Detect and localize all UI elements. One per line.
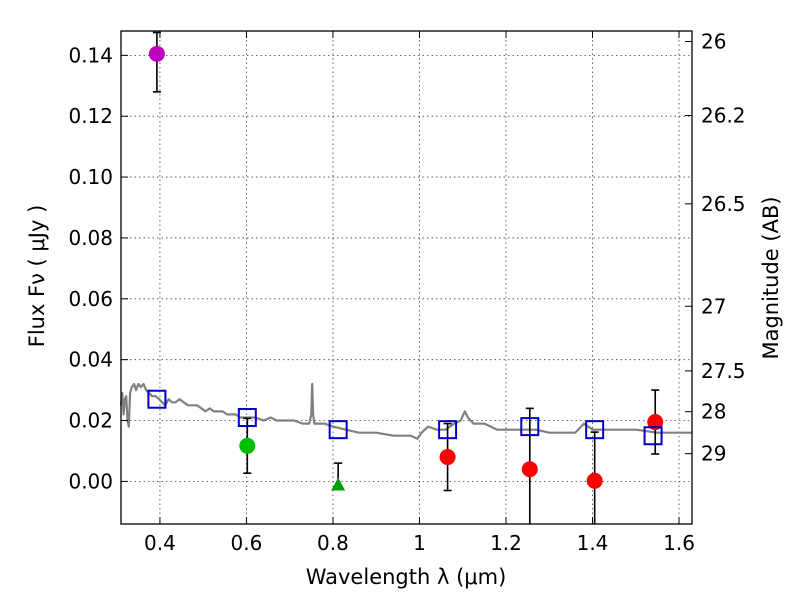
y-tick-label: 0.06 bbox=[68, 287, 113, 311]
errorbar-layer bbox=[152, 31, 660, 524]
observed-flux-marker bbox=[521, 461, 538, 478]
y-axis-label: Flux Fν ( μJy ) bbox=[25, 205, 49, 348]
model-sed-line bbox=[119, 382, 692, 440]
model-photometry-square bbox=[520, 417, 540, 437]
axis-layer: 0.4 0.6 0.8 1 1.2 1.4 1.6 0.00 0.02 0.04 0.06 0.08 0… bbox=[68, 29, 745, 555]
x-tick-label: 1.2 bbox=[490, 531, 522, 555]
y-tick-label: 0.04 bbox=[68, 348, 113, 372]
observed-flux-marker bbox=[439, 449, 456, 466]
observed-upper-limit-marker bbox=[331, 477, 346, 491]
model-photometry-square bbox=[643, 426, 663, 446]
right-tick-label: 26 bbox=[701, 29, 726, 53]
model-photometry-square bbox=[585, 420, 605, 440]
x-axis-label: Wavelength λ (μm) bbox=[306, 565, 507, 589]
x-tick-label: 1 bbox=[413, 531, 426, 555]
plot-frame bbox=[120, 30, 693, 525]
observed-flux-marker bbox=[148, 45, 165, 62]
x-tick-label: 1.4 bbox=[577, 531, 609, 555]
x-tick-label: 0.4 bbox=[144, 531, 176, 555]
model-photometry-square bbox=[328, 420, 348, 440]
right-tick-label: 28 bbox=[701, 400, 726, 424]
model-photometry-square bbox=[237, 407, 257, 427]
x-tick-label: 0.6 bbox=[231, 531, 263, 555]
right-tick-label: 27.5 bbox=[701, 359, 746, 383]
y-tick-label: 0.14 bbox=[68, 43, 113, 67]
model-photometry-square bbox=[147, 389, 167, 409]
y-tick-label: 0.12 bbox=[68, 104, 113, 128]
right-tick-label: 27 bbox=[701, 294, 726, 318]
model-layer bbox=[119, 382, 692, 440]
grid-layer bbox=[121, 31, 692, 524]
observed-flux-marker bbox=[239, 437, 256, 454]
x-tick-label: 1.6 bbox=[663, 531, 695, 555]
right-tick-label: 29 bbox=[701, 442, 726, 466]
observed-flux-marker bbox=[647, 414, 664, 431]
y-tick-label: 0.08 bbox=[68, 226, 113, 250]
y-tick-label: 0.02 bbox=[68, 409, 113, 433]
x-tick-label: 0.8 bbox=[317, 531, 349, 555]
marker-layer bbox=[147, 45, 664, 491]
y-tick-label: 0.00 bbox=[68, 469, 113, 493]
right-tick-label: 26.5 bbox=[701, 192, 746, 216]
right-axis-label: Magnitude (AB) bbox=[759, 196, 783, 359]
model-photometry-square bbox=[438, 420, 458, 440]
observed-flux-marker bbox=[586, 472, 603, 489]
right-tick-label: 26.2 bbox=[701, 103, 746, 127]
y-tick-label: 0.10 bbox=[68, 165, 113, 189]
